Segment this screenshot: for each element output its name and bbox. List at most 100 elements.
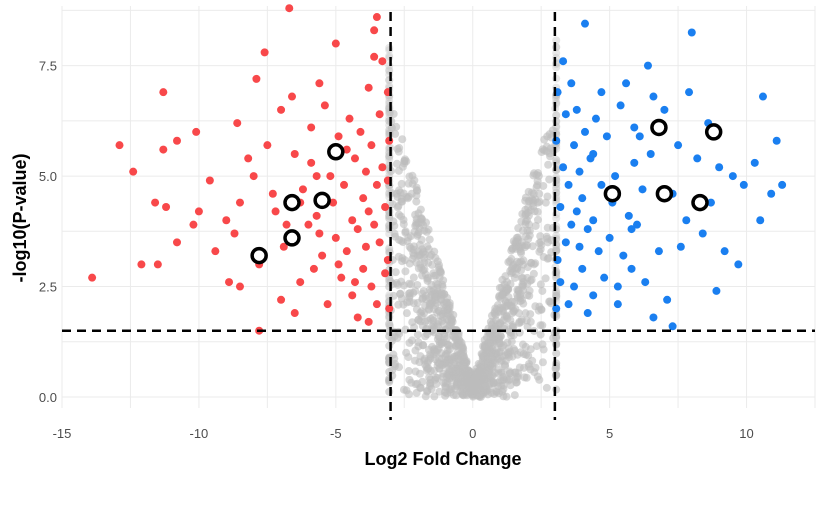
ns-point	[390, 362, 399, 371]
down-point	[370, 26, 379, 35]
ns-point	[385, 75, 394, 84]
ns-point	[495, 339, 504, 348]
ns-point	[484, 338, 493, 347]
ns-point	[542, 383, 551, 392]
ns-point	[545, 175, 554, 184]
ns-point	[385, 297, 394, 306]
up-point	[564, 300, 573, 309]
ns-point	[542, 147, 551, 156]
ns-point	[386, 277, 395, 286]
ns-point	[409, 273, 418, 282]
up-point	[580, 127, 589, 136]
ns-point	[490, 309, 499, 318]
ns-point	[552, 63, 561, 72]
ns-point	[552, 214, 561, 223]
ns-point	[399, 300, 408, 309]
down-point	[205, 176, 214, 185]
ns-point	[402, 348, 411, 357]
ns-point	[552, 222, 561, 231]
ns-point	[502, 312, 511, 321]
ns-point	[430, 392, 439, 401]
ns-point	[502, 392, 511, 401]
ns-point	[518, 226, 527, 235]
down-point	[359, 194, 368, 203]
down-point	[367, 141, 376, 150]
ns-point	[414, 342, 423, 351]
down-point	[342, 247, 351, 256]
ns-point	[509, 323, 518, 332]
up-point	[660, 105, 669, 114]
down-point	[385, 304, 394, 313]
down-point	[290, 309, 299, 318]
ns-point	[552, 267, 561, 276]
ns-point	[536, 330, 545, 339]
ns-point	[450, 333, 459, 342]
ns-point	[411, 210, 420, 219]
ns-point	[385, 245, 394, 254]
down-point	[304, 220, 313, 229]
up-point	[561, 110, 570, 119]
ns-point	[393, 159, 402, 168]
ns-point	[506, 369, 515, 378]
ns-point	[385, 229, 394, 238]
ns-point	[423, 276, 432, 285]
ns-point	[541, 198, 550, 207]
ns-point	[453, 355, 462, 364]
ns-point	[552, 349, 561, 358]
ns-point	[552, 245, 561, 254]
down-point	[162, 203, 171, 211]
ns-point	[458, 361, 467, 370]
ns-point	[507, 337, 516, 346]
ns-point	[552, 293, 561, 302]
ns-point	[539, 252, 548, 261]
down-point	[115, 141, 124, 150]
ns-point	[541, 274, 550, 283]
up-point	[739, 180, 748, 189]
up-point	[630, 123, 639, 132]
ns-point	[461, 367, 470, 376]
down-point	[372, 13, 381, 22]
ns-point	[434, 306, 443, 315]
ns-point	[486, 317, 495, 326]
ns-point	[489, 378, 498, 387]
ns-point	[520, 373, 529, 382]
ns-point	[516, 348, 525, 357]
ns-point	[536, 280, 545, 289]
up-point	[767, 189, 776, 198]
down-point	[249, 172, 258, 181]
ns-point	[458, 381, 467, 390]
ns-point	[443, 315, 452, 324]
ns-point	[435, 261, 444, 270]
y-tick-label: 5.0	[39, 169, 57, 184]
ns-point	[539, 345, 548, 354]
ns-point	[453, 348, 462, 357]
down-point	[137, 260, 146, 269]
upregulated-points	[552, 19, 787, 331]
ns-point	[397, 179, 406, 188]
ns-point	[385, 155, 394, 164]
ns-point	[394, 166, 403, 175]
ns-point	[497, 356, 506, 365]
down-point	[159, 145, 168, 154]
ns-point	[536, 321, 545, 330]
highlighted-point	[283, 229, 301, 247]
up-point	[605, 233, 614, 242]
ns-point	[385, 184, 394, 193]
downregulated-points	[88, 4, 394, 335]
ns-point	[443, 299, 452, 308]
down-point	[129, 167, 138, 176]
up-point	[627, 264, 636, 273]
x-tick-label: 0	[469, 426, 476, 441]
ns-point	[410, 356, 419, 365]
ns-point	[385, 354, 394, 363]
down-point	[378, 163, 387, 172]
down-point	[173, 136, 182, 145]
down-point	[277, 105, 286, 114]
down-point	[378, 57, 387, 66]
ns-point	[406, 289, 415, 298]
down-point	[361, 242, 370, 251]
up-point	[685, 88, 694, 97]
ns-point	[551, 364, 560, 373]
ns-point	[418, 215, 427, 224]
ns-point	[533, 207, 542, 216]
